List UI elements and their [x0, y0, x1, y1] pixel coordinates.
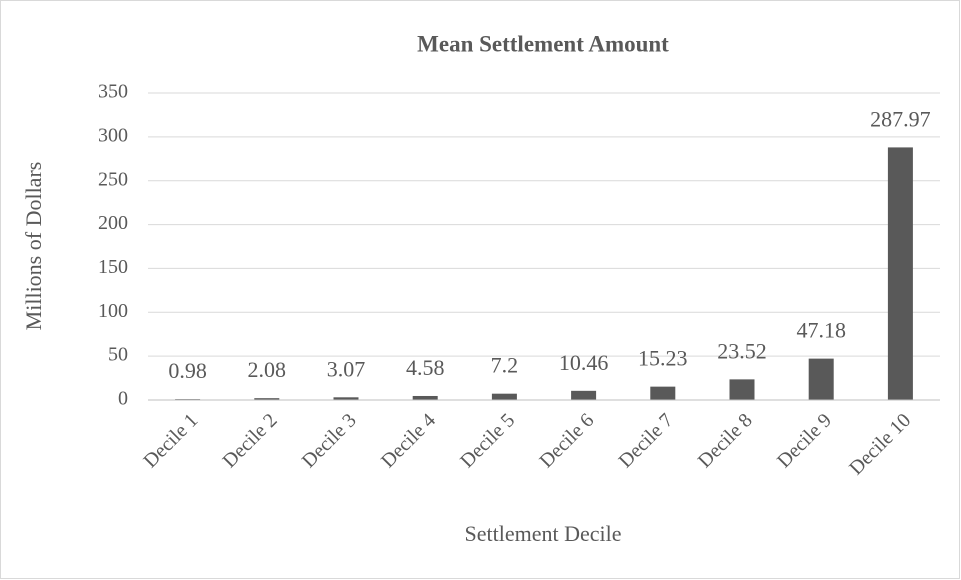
data-label: 4.58 — [406, 355, 445, 380]
y-axis-label: Millions of Dollars — [21, 162, 46, 331]
data-label: 7.2 — [491, 353, 519, 378]
bar — [650, 386, 676, 400]
y-tick-label: 50 — [108, 344, 128, 366]
chart-title: Mean Settlement Amount — [417, 31, 669, 56]
data-label: 2.08 — [248, 357, 287, 382]
bar — [254, 398, 280, 400]
data-label: 287.97 — [870, 106, 931, 131]
data-label: 15.23 — [638, 346, 688, 371]
bar — [412, 395, 438, 400]
y-tick-label: 200 — [98, 212, 128, 234]
data-label: 0.98 — [168, 358, 207, 383]
y-tick-label: 250 — [98, 168, 128, 190]
bar — [887, 147, 913, 400]
data-label: 47.18 — [796, 318, 846, 343]
bar — [729, 379, 755, 400]
y-tick-label: 0 — [118, 388, 128, 410]
data-label: 3.07 — [327, 356, 366, 381]
bar — [333, 397, 359, 400]
y-tick-label: 100 — [98, 300, 128, 322]
bar — [808, 358, 834, 400]
y-tick-label: 150 — [98, 256, 128, 278]
bar — [571, 390, 597, 400]
data-label: 10.46 — [559, 350, 609, 375]
x-axis-label: Settlement Decile — [465, 521, 622, 546]
y-tick-label: 350 — [98, 81, 128, 103]
y-tick-label: 300 — [98, 124, 128, 146]
data-label: 23.52 — [717, 338, 767, 363]
bar — [491, 393, 517, 400]
